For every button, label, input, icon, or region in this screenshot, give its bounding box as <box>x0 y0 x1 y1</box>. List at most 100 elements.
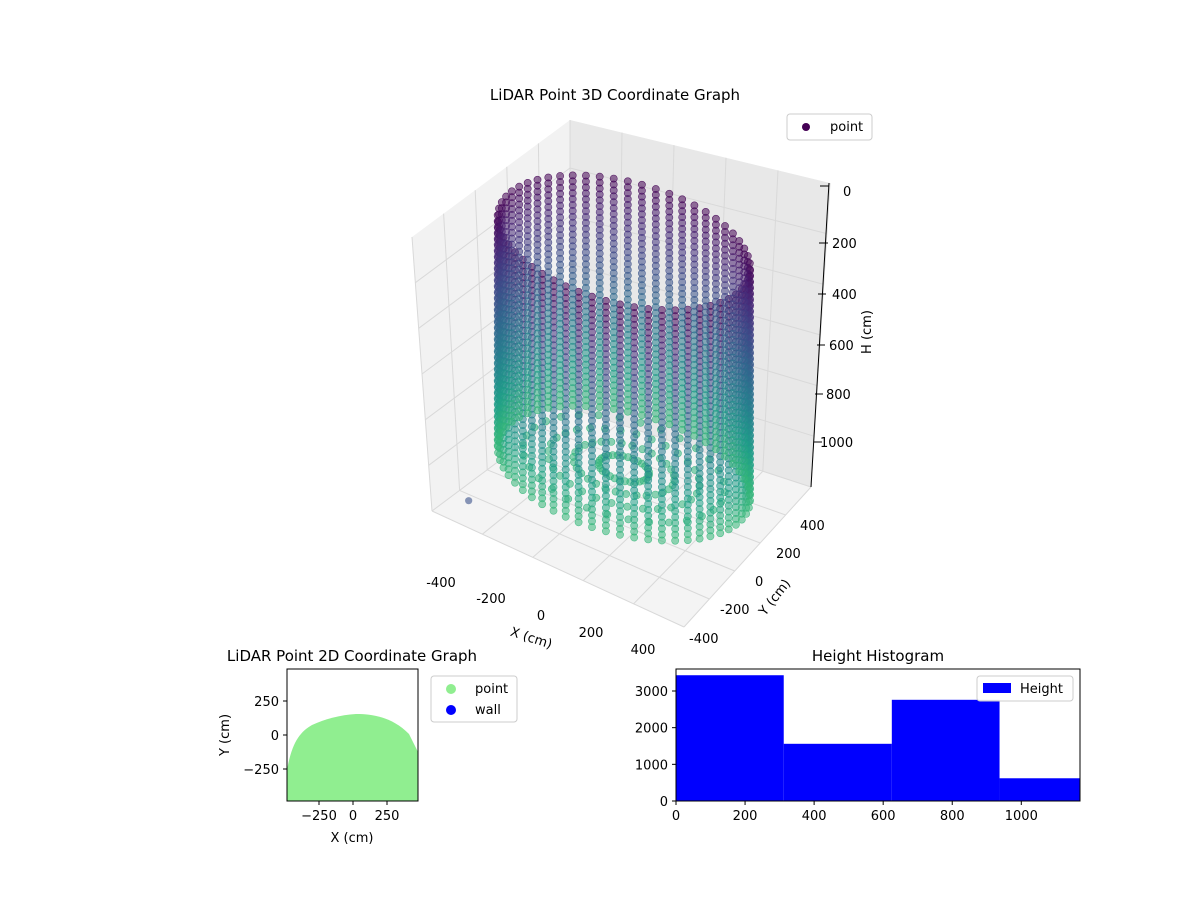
data-point-3d <box>504 471 513 479</box>
data-point-3d <box>690 431 699 440</box>
histogram-bar <box>999 778 1080 801</box>
data-point-3d <box>745 489 754 498</box>
data-point-3d <box>644 535 653 544</box>
histogram-bars <box>676 675 1080 801</box>
data-point-3d <box>743 482 752 491</box>
data-point-3d <box>665 420 674 429</box>
x-tick-label: 800 <box>940 809 965 824</box>
data-point-3d <box>746 496 754 505</box>
data-point-3d <box>496 456 504 464</box>
legend-swatch-height <box>983 683 1011 693</box>
data-point-3d <box>658 536 666 545</box>
histogram-y-axis: 0 1000 2000 3000 <box>635 685 676 810</box>
data-point-3d <box>544 403 553 412</box>
x-tick-label: −250 <box>301 809 337 824</box>
chart-2d-title: LiDAR Point 2D Coordinate Graph <box>227 647 477 665</box>
y-tick-label: 2000 <box>635 722 668 737</box>
z-tick-label: 800 <box>826 388 851 403</box>
legend-marker-wall <box>446 705 456 715</box>
data-point-3d <box>497 428 506 437</box>
data-point-3d <box>638 411 646 420</box>
legend-label: Height <box>1020 682 1063 697</box>
data-point-3d <box>678 425 687 434</box>
data-point-3d <box>616 530 624 539</box>
data-point-3d <box>502 422 510 431</box>
data-point-3d <box>729 459 737 468</box>
x-tick-label: 200 <box>733 809 758 824</box>
legend-2d: point wall <box>430 675 518 723</box>
data-point-3d <box>494 448 502 457</box>
data-point-3d <box>716 529 725 538</box>
y-tick-label: 3000 <box>635 685 668 700</box>
legend-marker-point <box>802 123 810 131</box>
plot-frame-hist <box>675 668 1081 802</box>
y-tick-label: 0 <box>271 729 279 744</box>
data-point-3d <box>701 438 710 447</box>
z-tick-label: 400 <box>832 288 857 303</box>
x-tick-label: 600 <box>871 809 896 824</box>
data-point-3d <box>581 440 589 449</box>
z-tick-label: 600 <box>829 339 854 354</box>
histogram-bar <box>891 699 1000 801</box>
z-tick-label: 1000 <box>820 436 853 451</box>
data-point-3d <box>556 402 564 411</box>
data-point-3d <box>533 406 542 415</box>
data-point-3d <box>712 445 720 454</box>
x-tick-label: -200 <box>476 592 506 607</box>
data-point-3d <box>623 502 632 511</box>
legend-label: point <box>475 682 508 697</box>
legend-label: wall <box>475 703 501 718</box>
data-point-3d <box>561 512 570 521</box>
y-tick-label: 1000 <box>635 758 668 773</box>
data-point-3d <box>568 401 577 410</box>
data-point-3d <box>623 407 632 416</box>
data-point-3d <box>511 478 519 487</box>
x-axis-label: X (cm) <box>331 831 374 846</box>
data-point-3d <box>695 534 704 543</box>
data-point-3d <box>706 532 715 541</box>
data-point-3d <box>507 417 516 426</box>
data-point-3d <box>745 503 753 512</box>
data-point-3d <box>574 518 583 527</box>
data-point-3d <box>737 515 746 524</box>
data-point-3d <box>528 493 536 502</box>
data-point-3d <box>671 536 680 545</box>
x-tick-label: 400 <box>631 643 656 658</box>
data-point-3d <box>683 536 692 544</box>
data-point-3d <box>651 415 660 424</box>
data-point-3d <box>538 500 547 509</box>
z-tick-label: 200 <box>832 237 857 252</box>
data-point-3d <box>630 533 639 542</box>
y-tick-label: -400 <box>689 632 719 647</box>
data-point-3d <box>594 411 603 420</box>
x-tick-label: 400 <box>802 809 827 824</box>
data-point-3d <box>588 523 596 531</box>
y-tick-label: 250 <box>254 695 279 710</box>
chart-3d: LiDAR Point 3D Coordinate Graph -400 -20… <box>411 86 875 658</box>
legend-3d: point <box>786 113 873 141</box>
legend-marker-point <box>446 684 456 694</box>
data-point-3d <box>549 506 558 515</box>
data-point-3d <box>582 402 590 410</box>
data-point-3d <box>465 497 473 505</box>
data-point-3d <box>493 441 502 450</box>
z-axis-3d: 0 200 400 600 800 1000 H (cm) <box>810 182 875 488</box>
point-cloud <box>465 171 754 545</box>
y-tick-label: 400 <box>800 519 825 534</box>
y-tick-label: -200 <box>720 603 750 618</box>
data-point-3d <box>721 452 729 461</box>
chart-histogram: Height Histogram 0 200 400 600 800 1000 0 1000… <box>635 647 1081 824</box>
y-tick-label: −250 <box>243 763 279 778</box>
chart-3d-title: LiDAR Point 3D Coordinate Graph <box>490 86 740 104</box>
x-tick-label: 0 <box>672 809 680 824</box>
x-tick-label: 200 <box>579 626 604 641</box>
y-axis-label: Y (cm) <box>218 714 233 757</box>
point-region <box>287 714 418 801</box>
data-point-3d <box>523 409 532 418</box>
data-point-3d <box>740 475 749 483</box>
data-point-3d <box>651 490 660 499</box>
y-tick-label: 200 <box>776 547 801 562</box>
z-tick-label: 0 <box>843 185 851 200</box>
data-point-3d <box>595 403 604 411</box>
